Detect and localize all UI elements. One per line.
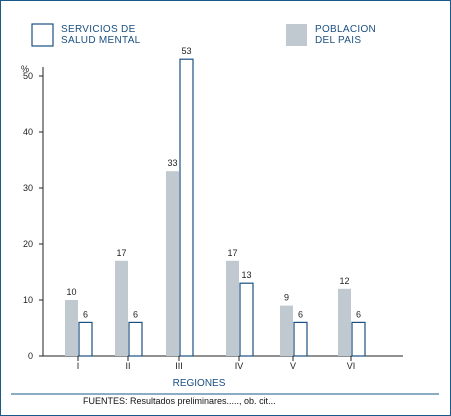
bar-salud-mental-III — [179, 58, 194, 357]
legend: SERVICIOS DE SALUD MENTAL POBLACION DEL … — [31, 23, 376, 47]
x-tick-label-V: V — [290, 361, 296, 371]
bar-poblacion-II — [115, 260, 128, 356]
data-label-salud-mental-II: 6 — [133, 309, 138, 319]
x-tick-label-III: III — [175, 361, 183, 371]
legend-label-b-line1: POBLACION — [315, 24, 376, 35]
data-label-poblacion-VI: 12 — [339, 276, 349, 286]
data-label-poblacion-V: 9 — [284, 293, 289, 303]
legend-label-b-line2: DEL PAIS — [315, 35, 361, 46]
bar-poblacion-III — [166, 171, 179, 356]
x-tick-label-I: I — [77, 361, 80, 371]
bar-salud-mental-II — [128, 321, 143, 357]
y-tick-label-40: 40 — [23, 127, 33, 137]
bar-poblacion-VI — [338, 288, 351, 356]
bar-poblacion-IV — [226, 260, 239, 356]
y-tick-label-30: 30 — [23, 183, 33, 193]
data-label-salud-mental-IV: 13 — [241, 270, 251, 280]
data-label-poblacion-IV: 17 — [227, 248, 237, 258]
bar-poblacion-I — [65, 300, 78, 356]
legend-swatch-salud-mental — [31, 23, 54, 47]
y-tick-label-20: 20 — [23, 239, 33, 249]
data-label-salud-mental-I: 6 — [83, 309, 88, 319]
y-tick-label-10: 10 — [23, 295, 33, 305]
data-label-salud-mental-VI: 6 — [356, 309, 361, 319]
y-axis-unit-label: % — [21, 64, 29, 74]
bar-salud-mental-I — [78, 321, 93, 357]
legend-label-a-line2: SALUD MENTAL — [61, 35, 141, 46]
y-ticks: 0 10 20 30 40 50 — [23, 71, 43, 361]
data-label-poblacion-III: 33 — [167, 158, 177, 168]
x-tick-label-II: II — [125, 361, 130, 371]
x-ticks: I II III IV V VI — [77, 356, 356, 371]
data-label-poblacion-I: 10 — [66, 287, 76, 297]
bar-salud-mental-V — [293, 321, 308, 357]
bar-salud-mental-IV — [239, 282, 254, 357]
legend-swatch-poblacion — [286, 24, 307, 46]
y-tick-label-50: 50 — [23, 71, 33, 81]
data-label-salud-mental-V: 6 — [298, 309, 303, 319]
data-label-salud-mental-III: 53 — [181, 46, 191, 56]
data-label-poblacion-II: 17 — [116, 248, 126, 258]
source-note: FUENTES: Resultados preliminares....., o… — [83, 396, 276, 406]
bar-poblacion-V — [280, 305, 293, 356]
y-tick-label-0: 0 — [28, 351, 33, 361]
bar-salud-mental-VI — [351, 321, 366, 357]
legend-label-a-line1: SERVICIOS DE — [61, 24, 136, 35]
x-tick-label-VI: VI — [347, 361, 356, 371]
x-tick-label-IV: IV — [235, 361, 244, 371]
x-axis-title: REGIONES — [173, 378, 226, 389]
